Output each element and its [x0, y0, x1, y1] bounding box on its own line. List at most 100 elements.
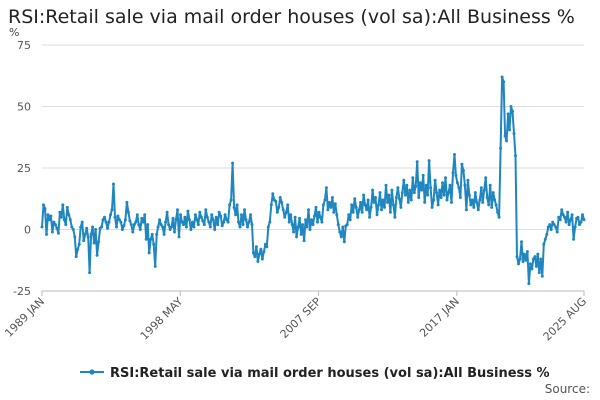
data-point — [378, 191, 382, 195]
data-point — [229, 198, 233, 202]
data-point — [485, 196, 489, 199]
data-point — [125, 200, 129, 204]
data-point — [412, 191, 416, 195]
data-point — [411, 176, 415, 180]
data-point — [170, 225, 173, 229]
data-point — [225, 218, 229, 222]
legend-series-label: RSI:Retail sale via mail order houses (v… — [110, 366, 550, 381]
data-point — [268, 220, 272, 224]
data-point — [383, 205, 386, 209]
data-point — [137, 223, 141, 227]
data-point — [573, 225, 577, 229]
data-point — [368, 215, 372, 219]
data-point — [141, 220, 145, 224]
data-point — [184, 225, 188, 229]
data-point — [283, 215, 287, 219]
y-tick-label: 25 — [17, 162, 31, 175]
data-point — [117, 218, 121, 222]
data-point — [543, 237, 547, 241]
data-point — [313, 214, 316, 218]
data-point — [482, 188, 486, 192]
data-point — [64, 223, 68, 227]
data-point — [447, 191, 450, 195]
data-point — [397, 197, 401, 201]
data-point — [289, 213, 293, 217]
data-point — [548, 223, 552, 227]
data-point — [479, 186, 483, 190]
data-point — [94, 228, 98, 231]
data-point — [525, 250, 529, 254]
data-point — [210, 213, 214, 217]
data-point — [491, 191, 495, 195]
data-point — [420, 188, 424, 192]
data-point — [219, 214, 223, 218]
data-point — [356, 215, 360, 219]
data-point — [104, 220, 108, 224]
data-point — [539, 257, 543, 261]
data-point — [62, 218, 66, 222]
data-point — [165, 210, 169, 214]
legend[interactable]: RSI:Retail sale via mail order houses (v… — [80, 366, 550, 381]
data-point — [179, 213, 182, 217]
data-point — [506, 112, 510, 116]
data-point — [536, 252, 540, 256]
y-tick-label: 0 — [24, 224, 31, 237]
data-point — [377, 203, 380, 207]
x-tick-label: 1989 JAN — [2, 295, 47, 340]
data-point — [445, 198, 449, 202]
data-point — [317, 210, 321, 214]
data-point — [533, 255, 537, 259]
data-point — [271, 192, 275, 196]
data-point — [196, 223, 200, 227]
data-point — [79, 225, 83, 229]
data-point — [296, 225, 300, 229]
data-point — [324, 186, 328, 190]
data-point — [235, 203, 239, 207]
data-point — [46, 213, 50, 217]
data-point — [450, 200, 453, 204]
x-tick-label: 2025 AUG — [541, 295, 590, 344]
data-point — [453, 153, 456, 156]
data-point — [138, 228, 142, 231]
data-point — [514, 154, 517, 158]
data-point — [192, 225, 196, 229]
data-point — [354, 205, 358, 209]
data-point — [436, 203, 440, 207]
data-point — [463, 183, 467, 187]
data-point — [162, 232, 166, 236]
data-point — [316, 220, 319, 224]
data-point — [58, 210, 62, 214]
data-point — [366, 198, 370, 202]
data-point — [301, 223, 305, 227]
data-point — [174, 218, 178, 222]
data-point — [345, 223, 349, 227]
data-point — [493, 198, 497, 202]
data-point — [275, 210, 279, 214]
data-point — [461, 169, 465, 172]
data-point — [308, 228, 312, 231]
data-point — [231, 161, 235, 165]
data-point — [259, 247, 263, 251]
data-point — [204, 208, 208, 212]
data-point — [80, 220, 84, 224]
data-point — [101, 218, 105, 222]
data-point — [143, 213, 147, 217]
data-point — [182, 223, 185, 227]
data-point — [380, 208, 383, 212]
data-point — [478, 198, 482, 202]
data-point — [144, 237, 148, 241]
data-point — [336, 223, 340, 227]
data-point — [432, 198, 436, 202]
data-point — [129, 223, 133, 227]
data-point — [429, 186, 433, 190]
data-point — [423, 200, 427, 204]
data-point — [570, 213, 574, 217]
data-point — [424, 183, 428, 187]
data-point — [134, 220, 138, 224]
data-point — [244, 218, 248, 222]
data-point — [214, 215, 218, 219]
data-point — [555, 230, 559, 234]
data-point — [318, 215, 322, 219]
data-point — [216, 223, 220, 227]
